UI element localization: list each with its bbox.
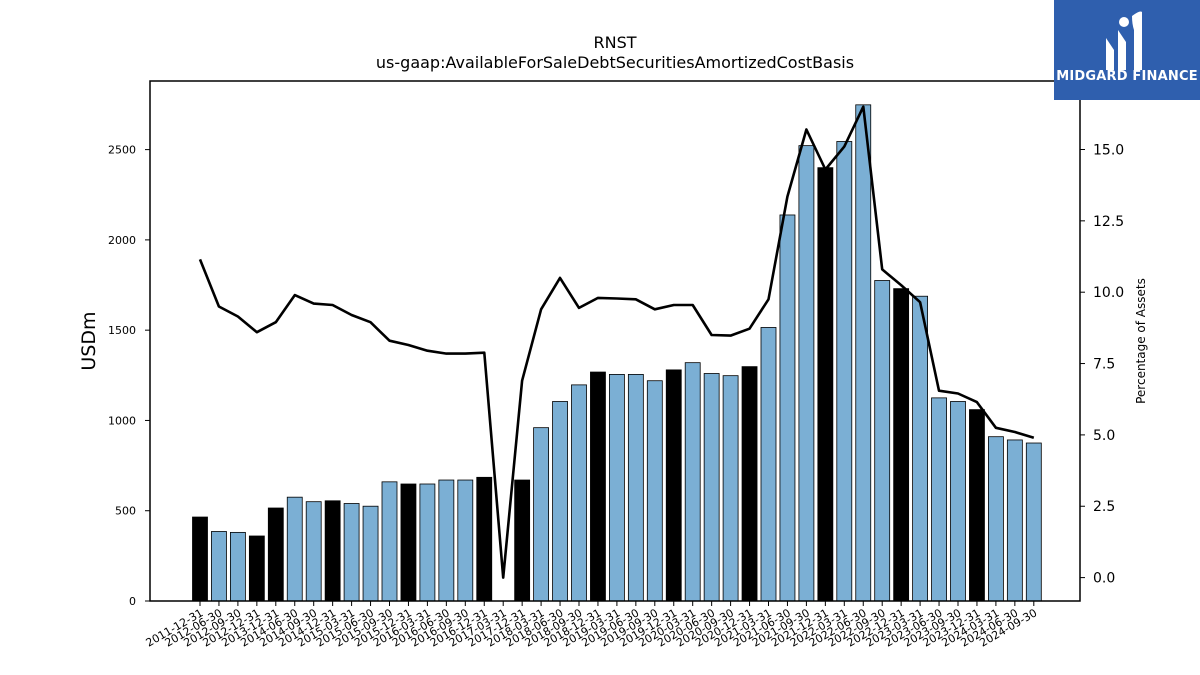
y-tick-label: 2500 <box>108 144 136 157</box>
logo-text: MIDGARD FINANCE <box>1056 69 1198 84</box>
bar <box>267 507 284 602</box>
y2-tick-label: 15.0 <box>1093 142 1124 158</box>
bar <box>1025 442 1042 602</box>
bar <box>665 369 682 602</box>
chart-title: RNST <box>593 33 636 52</box>
bar <box>248 535 265 602</box>
bar <box>779 214 796 602</box>
bar <box>457 479 474 602</box>
bar <box>893 288 910 602</box>
bar <box>969 409 985 602</box>
y-tick-label: 0 <box>129 595 136 608</box>
brand-logo <box>1054 0 1200 100</box>
y-axis-left: 0 500 1000 1500 2000 2500 <box>108 144 150 608</box>
y-axis-label: USDm <box>78 311 100 370</box>
bar <box>798 145 815 602</box>
bar <box>627 374 644 602</box>
bar <box>305 501 322 602</box>
y-tick-label: 2000 <box>108 234 136 247</box>
chart-subtitle: us-gaap:AvailableForSaleDebtSecuritiesAm… <box>376 53 854 72</box>
bar <box>836 141 853 602</box>
x-axis: 2011-12-312012-06-302012-09-302012-12-31… <box>144 601 1039 650</box>
line-layer <box>198 105 1035 579</box>
bar <box>343 503 360 602</box>
y2-tick-label: 0.0 <box>1093 571 1115 587</box>
bar <box>286 496 303 602</box>
y-axis-right: 0.0 2.5 5.0 7.5 10.0 12.5 15.0 <box>1080 142 1124 587</box>
bar <box>362 505 379 602</box>
bar <box>817 167 834 602</box>
bar <box>684 362 701 602</box>
bar <box>438 479 455 602</box>
bar <box>552 401 568 602</box>
bars-layer <box>192 104 1042 602</box>
bar <box>874 280 891 602</box>
bar <box>400 483 417 602</box>
bar <box>533 427 549 602</box>
bar <box>1006 439 1023 602</box>
y-tick-label: 1000 <box>108 414 136 427</box>
y2-tick-label: 2.5 <box>1093 499 1115 515</box>
bar <box>324 500 341 602</box>
bar <box>571 384 587 602</box>
bar <box>609 374 625 602</box>
midgard-logo-icon <box>1106 11 1142 70</box>
bar <box>703 373 720 602</box>
bar <box>192 516 208 602</box>
series-line-percentage <box>198 105 1035 579</box>
bar <box>646 380 663 602</box>
y-tick-label: 1500 <box>108 324 136 337</box>
y-tick-label: 500 <box>115 505 136 518</box>
bar <box>950 401 966 602</box>
y2-tick-label: 7.5 <box>1093 357 1115 373</box>
plot-frame <box>149 80 1081 602</box>
bar <box>476 476 493 602</box>
y2-tick-label: 12.5 <box>1093 214 1124 230</box>
bar <box>514 479 531 602</box>
bar <box>229 531 246 602</box>
bar <box>741 366 758 602</box>
bar <box>988 436 1004 602</box>
bar <box>760 327 777 602</box>
bar <box>419 483 436 602</box>
y2-tick-label: 10.0 <box>1093 285 1124 301</box>
y2-axis-label: Percentage of Assets <box>1134 278 1148 404</box>
y2-tick-label: 5.0 <box>1093 428 1115 444</box>
bar <box>855 104 872 602</box>
bar <box>912 295 928 602</box>
bar <box>381 481 398 602</box>
bar <box>722 375 739 602</box>
bar <box>590 371 606 602</box>
bar <box>931 397 947 602</box>
bar <box>211 531 227 602</box>
